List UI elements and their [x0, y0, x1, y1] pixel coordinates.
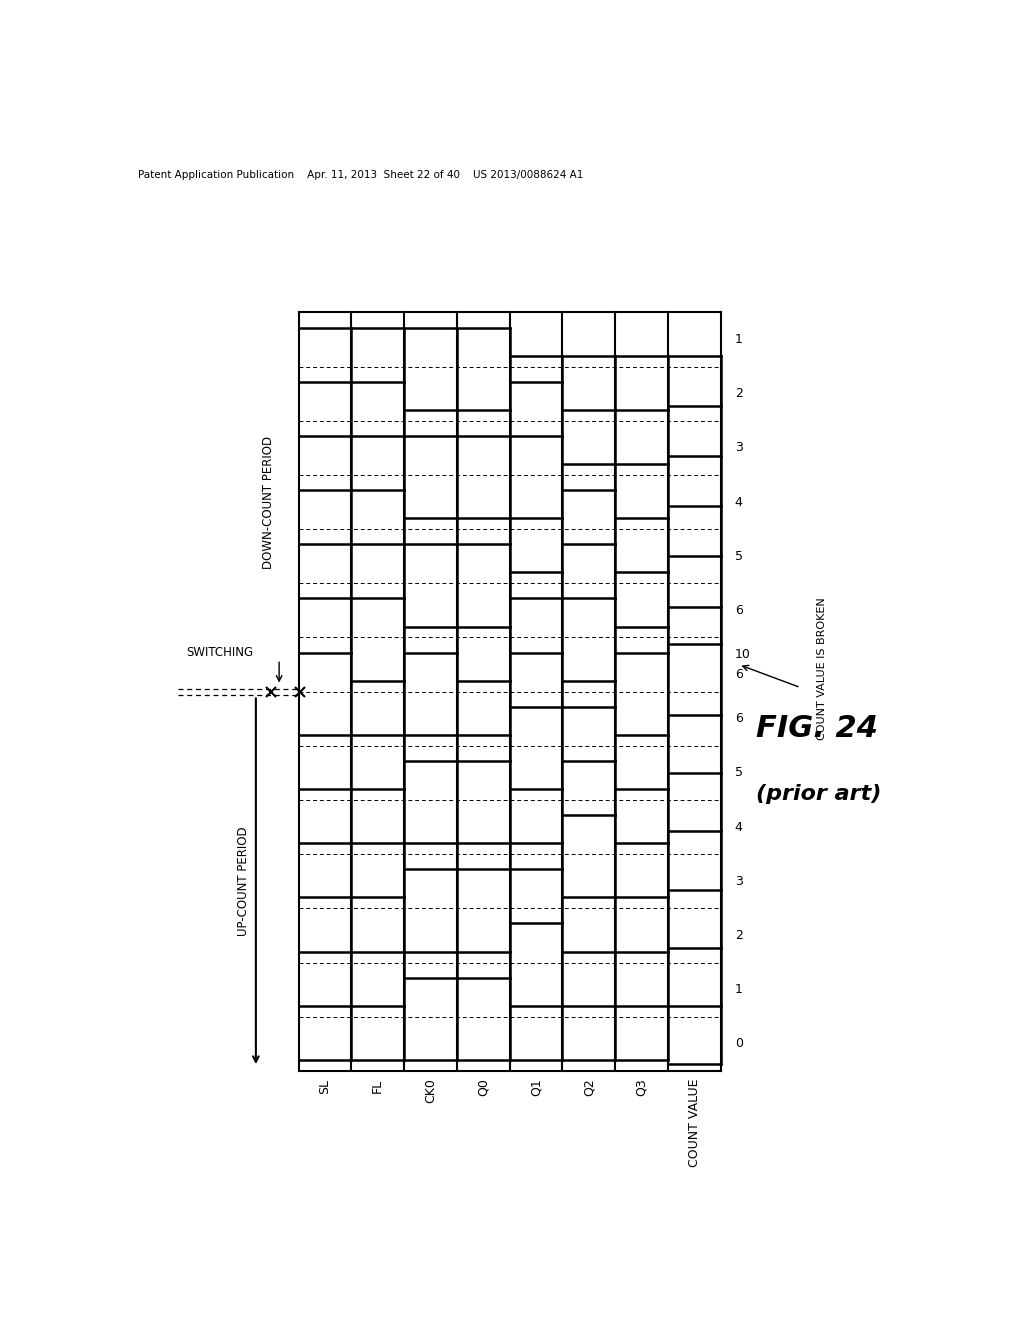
Text: DOWN-COUNT PERIOD: DOWN-COUNT PERIOD [262, 436, 275, 569]
Text: 5: 5 [735, 549, 742, 562]
Text: CK0: CK0 [424, 1078, 437, 1104]
Text: Q3: Q3 [635, 1078, 648, 1097]
Text: 6: 6 [735, 668, 742, 681]
Text: UP-COUNT PERIOD: UP-COUNT PERIOD [237, 826, 250, 936]
Text: 6: 6 [735, 713, 742, 725]
Text: Patent Application Publication    Apr. 11, 2013  Sheet 22 of 40    US 2013/00886: Patent Application Publication Apr. 11, … [138, 170, 584, 180]
Text: 0: 0 [735, 1038, 742, 1051]
Text: 1: 1 [735, 983, 742, 997]
Text: Q1: Q1 [529, 1078, 543, 1097]
Text: 2: 2 [735, 929, 742, 942]
Text: FL: FL [371, 1078, 384, 1093]
Text: Q2: Q2 [583, 1078, 595, 1097]
Text: 10: 10 [735, 648, 751, 661]
Text: 5: 5 [735, 767, 742, 779]
Text: (prior art): (prior art) [756, 784, 881, 804]
Text: COUNT VALUE IS BROKEN: COUNT VALUE IS BROKEN [816, 597, 826, 741]
Text: 4: 4 [735, 821, 742, 833]
Text: SWITCHING: SWITCHING [186, 647, 253, 659]
Text: 6: 6 [735, 603, 742, 616]
Text: 4: 4 [735, 495, 742, 508]
Text: 3: 3 [735, 875, 742, 888]
Text: 3: 3 [735, 441, 742, 454]
Text: SL: SL [318, 1078, 332, 1093]
Text: 1: 1 [735, 333, 742, 346]
Text: Q0: Q0 [477, 1078, 489, 1097]
Text: FIG. 24: FIG. 24 [756, 714, 878, 743]
Text: COUNT VALUE: COUNT VALUE [688, 1078, 701, 1167]
Text: 2: 2 [735, 387, 742, 400]
